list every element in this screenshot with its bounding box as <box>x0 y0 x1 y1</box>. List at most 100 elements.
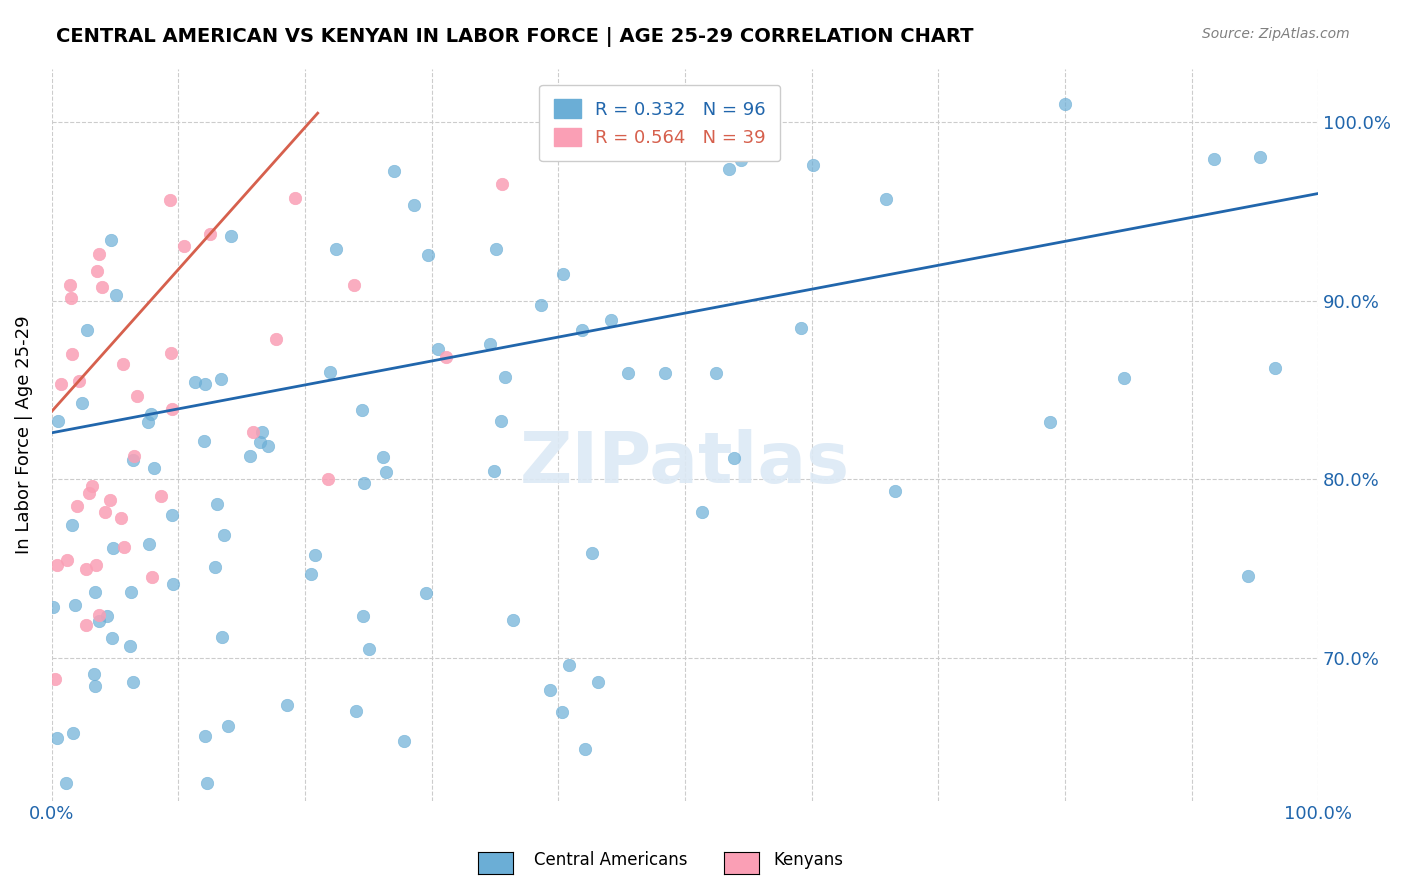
Point <box>654 366 676 380</box>
Point <box>112 540 135 554</box>
Point <box>194 377 217 392</box>
Point <box>494 370 516 384</box>
Point <box>884 484 907 499</box>
Point <box>284 191 307 205</box>
Point <box>86 558 108 572</box>
Point <box>62 726 84 740</box>
Point <box>530 298 553 312</box>
Point <box>346 704 368 718</box>
Point <box>118 639 141 653</box>
Point <box>299 566 322 581</box>
Point <box>122 453 145 467</box>
Point <box>66 499 89 513</box>
Point <box>353 476 375 491</box>
Point <box>316 472 339 486</box>
Y-axis label: In Labor Force | Age 25-29: In Labor Force | Age 25-29 <box>15 315 32 554</box>
Point <box>1202 153 1225 167</box>
Point <box>371 450 394 464</box>
Text: Central Americans: Central Americans <box>534 851 688 869</box>
Point <box>252 425 274 439</box>
Point <box>138 415 160 429</box>
Point <box>482 464 505 478</box>
Point <box>276 698 298 712</box>
Point <box>138 537 160 551</box>
Point <box>581 546 603 560</box>
Point <box>875 192 897 206</box>
Point <box>49 377 72 392</box>
Point <box>359 642 381 657</box>
Point <box>87 615 110 629</box>
Point <box>173 239 195 253</box>
Point <box>46 558 69 573</box>
Point <box>60 347 83 361</box>
Point <box>352 403 374 417</box>
Point <box>599 313 621 327</box>
Point <box>60 518 83 533</box>
Point <box>101 541 124 555</box>
Point <box>485 242 508 256</box>
Text: CENTRAL AMERICAN VS KENYAN IN LABOR FORCE | AGE 25-29 CORRELATION CHART: CENTRAL AMERICAN VS KENYAN IN LABOR FORC… <box>56 27 974 46</box>
Point <box>193 434 215 448</box>
Point <box>198 227 221 242</box>
Point <box>540 683 562 698</box>
Point <box>82 479 104 493</box>
Point <box>264 333 287 347</box>
Point <box>124 449 146 463</box>
Point <box>160 346 183 360</box>
Point <box>790 320 813 334</box>
Point <box>801 158 824 172</box>
Point <box>551 267 574 281</box>
Point <box>404 198 426 212</box>
Point <box>325 242 347 256</box>
Point <box>162 577 184 591</box>
Point <box>67 375 90 389</box>
Point <box>723 451 745 466</box>
Point <box>375 466 398 480</box>
Point <box>730 153 752 168</box>
Point <box>112 357 135 371</box>
Point <box>256 439 278 453</box>
Point <box>502 613 524 627</box>
Point <box>212 528 235 542</box>
Point <box>304 548 326 562</box>
Point <box>104 288 127 302</box>
Point <box>718 162 741 177</box>
Point <box>72 396 94 410</box>
Point <box>704 366 727 380</box>
Point <box>63 598 86 612</box>
Point <box>139 407 162 421</box>
Point <box>574 742 596 756</box>
Point <box>141 570 163 584</box>
Point <box>159 193 181 207</box>
Point <box>211 630 233 644</box>
Text: ZIPatlas: ZIPatlas <box>520 429 851 499</box>
Point <box>1039 415 1062 429</box>
Point <box>415 586 437 600</box>
Point <box>217 719 239 733</box>
Point <box>75 618 97 632</box>
Point <box>84 585 107 599</box>
Point <box>86 264 108 278</box>
Point <box>616 366 638 380</box>
Point <box>207 497 229 511</box>
Point <box>96 608 118 623</box>
Point <box>77 485 100 500</box>
Point <box>162 401 184 416</box>
Point <box>342 278 364 293</box>
Point <box>352 609 374 624</box>
Point <box>1053 97 1076 112</box>
Point <box>122 674 145 689</box>
Point <box>75 561 97 575</box>
Point <box>434 351 457 365</box>
Point <box>195 776 218 790</box>
Point <box>219 228 242 243</box>
Point <box>489 414 512 428</box>
Point <box>551 705 574 719</box>
Point <box>90 280 112 294</box>
Point <box>160 508 183 522</box>
Point <box>110 511 132 525</box>
Text: Source: ZipAtlas.com: Source: ZipAtlas.com <box>1202 27 1350 41</box>
Point <box>1237 569 1260 583</box>
Point <box>89 246 111 260</box>
Point <box>98 493 121 508</box>
